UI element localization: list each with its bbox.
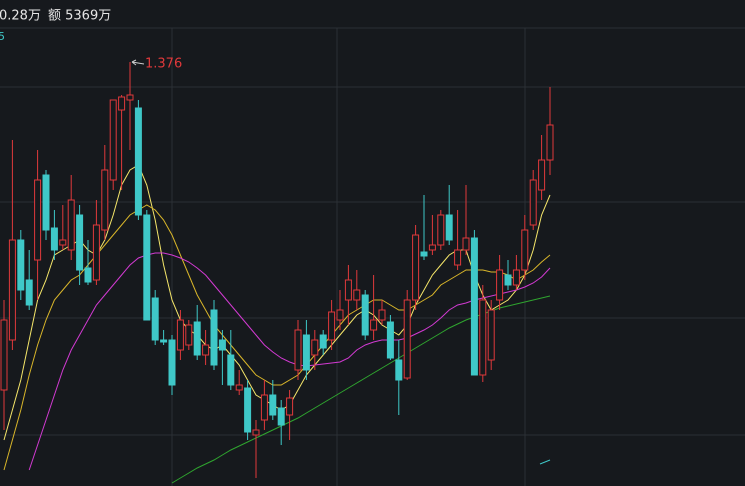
candle-body — [328, 311, 336, 341]
candle-body — [470, 237, 478, 376]
candle-body — [134, 107, 142, 216]
candle-body — [420, 251, 428, 257]
candle-body — [336, 309, 344, 321]
candle-body — [25, 279, 33, 306]
candle-body — [353, 289, 361, 301]
candle-body — [445, 214, 453, 241]
candle-body — [378, 309, 386, 321]
candle-body — [487, 309, 495, 361]
ma-label: 5 — [0, 30, 5, 43]
amount-text: 额 5369万 — [48, 9, 111, 24]
marker — [539, 459, 551, 465]
candle-body — [202, 344, 210, 356]
candle-body — [512, 269, 520, 286]
candle-body — [67, 199, 75, 251]
candle-body — [42, 174, 50, 231]
candle-body — [370, 319, 378, 331]
candle-body — [479, 299, 487, 376]
candle-body — [8, 239, 16, 341]
candle-body — [34, 179, 42, 261]
candle-body — [160, 339, 168, 343]
candle-body — [521, 229, 529, 271]
volume-text: 0.28万 — [0, 9, 41, 24]
candle-body — [59, 239, 67, 246]
candle-body — [50, 227, 58, 251]
candle-body — [193, 321, 201, 356]
candle-body — [17, 239, 25, 291]
high-label: 1.376 — [145, 57, 182, 72]
candle-body — [437, 214, 445, 246]
candle-body — [210, 309, 218, 366]
candle-body — [529, 179, 537, 226]
candle-body — [218, 339, 226, 351]
ma-line — [171, 295, 551, 484]
candle-body — [0, 319, 8, 391]
candle-body — [462, 237, 470, 251]
candle-body — [428, 244, 436, 251]
candle-body — [395, 359, 403, 381]
candle-body — [311, 339, 319, 356]
candle-body — [92, 224, 100, 281]
candle-body — [168, 339, 176, 386]
candle-body — [151, 297, 159, 341]
candle-body — [319, 334, 327, 349]
candle-body — [412, 234, 420, 301]
candle-body — [277, 407, 285, 426]
candle-body — [176, 319, 184, 351]
candle-body — [260, 394, 268, 421]
candle-body — [109, 99, 117, 181]
candle-body — [538, 159, 546, 191]
candle-body — [143, 214, 151, 321]
candle-body — [454, 249, 462, 266]
candle-body — [504, 274, 512, 286]
plot: 1.376 — [0, 57, 554, 484]
candle-body — [101, 169, 109, 231]
candle-body — [118, 96, 126, 111]
candle-body — [361, 294, 369, 336]
candle-body — [269, 394, 277, 416]
candle-body — [344, 279, 352, 301]
candle-body — [76, 214, 84, 271]
candle-body — [386, 321, 394, 359]
candle-body — [546, 124, 554, 161]
candle-body — [126, 94, 134, 101]
candle-body — [84, 267, 92, 283]
candle-body — [244, 387, 252, 433]
candle-body — [252, 429, 260, 436]
candle-body — [227, 354, 235, 386]
candle-body — [403, 299, 411, 379]
candle-body — [302, 334, 310, 371]
candle-body — [185, 324, 193, 346]
candle-body — [294, 329, 302, 371]
ma-line — [28, 252, 551, 471]
candle-body — [496, 269, 504, 301]
high-arrow — [131, 59, 145, 66]
candle-body — [286, 397, 294, 416]
candle-body — [235, 384, 243, 391]
